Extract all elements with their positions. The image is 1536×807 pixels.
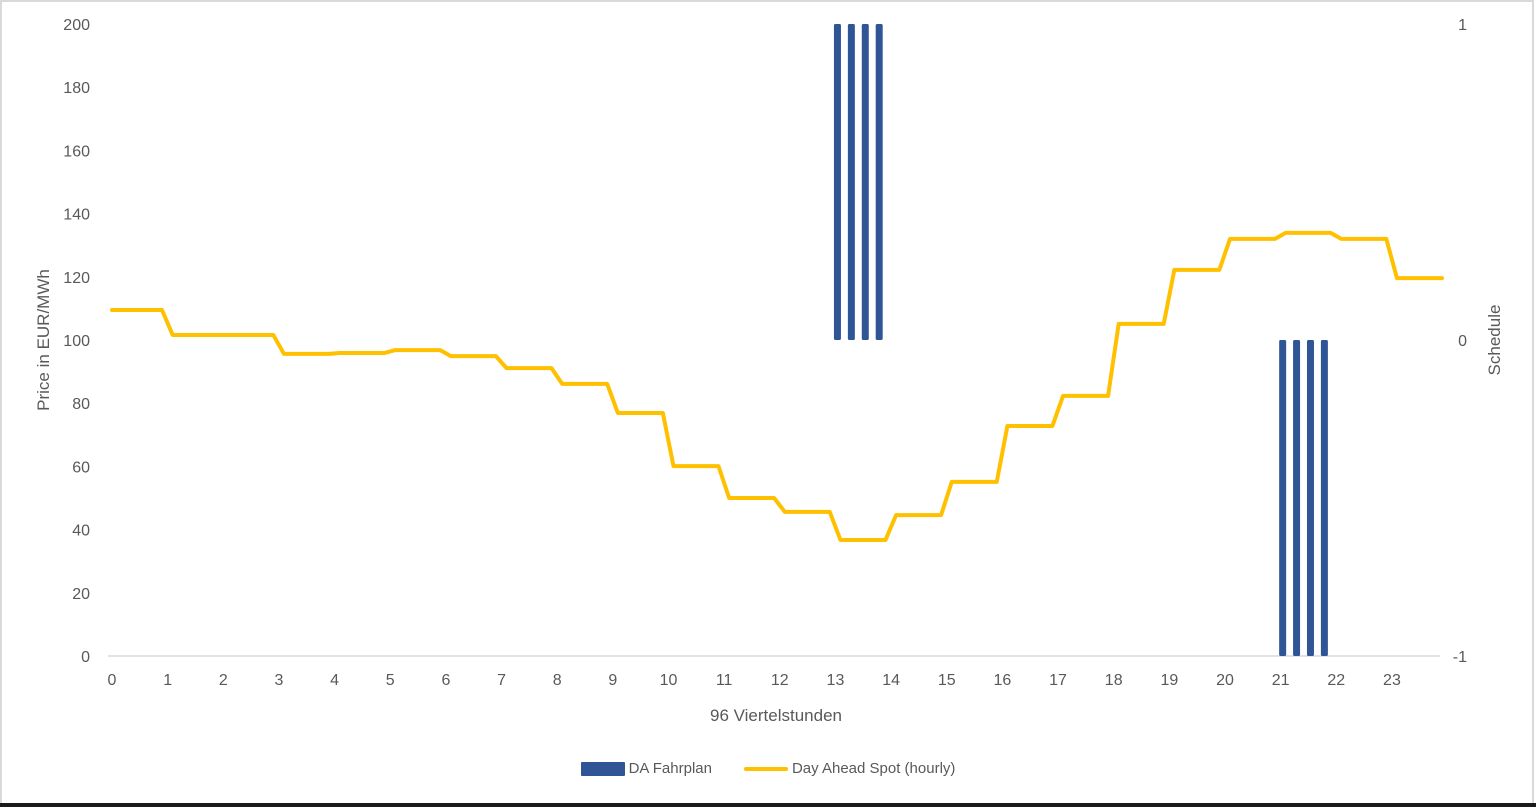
x-tick-label: 4 — [330, 672, 339, 689]
y-axis-title: Price in EUR/MWh — [34, 269, 53, 411]
x-tick-label: 23 — [1383, 672, 1401, 689]
bar-swatch-icon — [580, 761, 625, 776]
line-swatch-icon — [743, 766, 788, 771]
x-tick-label: 9 — [608, 672, 617, 689]
y-tick-label: 140 — [63, 207, 90, 224]
schedule-bar — [875, 24, 883, 340]
y-tick-label: 40 — [72, 523, 90, 540]
x-axis-ticks: 0 1 2 3 4 5 6 7 8 9 10 11 12 13 14 15 16 17 18 19 20 21 22 23 — [108, 672, 1401, 689]
y-axis-ticks: 0 20 40 60 80 100 120 140 160 180 200 — [63, 17, 90, 666]
x-tick-label: 13 — [827, 672, 845, 689]
x-tick-label: 1 — [163, 672, 172, 689]
y-tick-label: 120 — [63, 270, 90, 287]
x-tick-label: 12 — [771, 672, 789, 689]
da-fahrplan-bars — [833, 24, 1328, 656]
x-tick-label: 5 — [386, 672, 395, 689]
schedule-bar — [833, 24, 841, 340]
legend-item-da-fahrplan[interactable]: DA Fahrplan — [580, 760, 712, 777]
x-tick-label: 8 — [553, 672, 562, 689]
y2-tick-label: -1 — [1453, 649, 1467, 666]
y-tick-label: 80 — [72, 396, 90, 413]
x-tick-label: 7 — [497, 672, 506, 689]
schedule-bar — [861, 24, 869, 340]
x-tick-label: 2 — [219, 672, 228, 689]
x-tick-label: 11 — [716, 672, 733, 689]
x-tick-label: 0 — [108, 672, 117, 689]
legend-item-day-ahead-spot[interactable]: Day Ahead Spot (hourly) — [743, 760, 956, 777]
x-tick-label: 10 — [660, 672, 678, 689]
y2-axis-ticks: -1 0 1 — [1453, 17, 1467, 666]
x-tick-label: 18 — [1105, 672, 1123, 689]
schedule-bar — [1306, 340, 1314, 656]
day-ahead-spot-line — [110, 230, 1444, 543]
x-tick-label: 15 — [938, 672, 956, 689]
y-tick-label: 160 — [63, 143, 90, 160]
chart-legend: DA Fahrplan Day Ahead Spot (hourly) — [0, 760, 1536, 777]
legend-label-day-ahead-spot: Day Ahead Spot (hourly) — [791, 760, 956, 777]
x-tick-label: 6 — [441, 672, 450, 689]
x-tick-label: 22 — [1327, 672, 1345, 689]
y-tick-label: 20 — [72, 586, 90, 603]
x-tick-label: 19 — [1160, 672, 1178, 689]
y-tick-label: 100 — [63, 333, 90, 350]
schedule-bar — [847, 24, 855, 340]
x-tick-label: 3 — [274, 672, 283, 689]
x-tick-label: 17 — [1049, 672, 1067, 689]
y2-tick-label: 1 — [1458, 17, 1467, 34]
x-tick-label: 21 — [1272, 672, 1290, 689]
y-tick-label: 200 — [63, 17, 90, 34]
y-tick-label: 180 — [63, 80, 90, 97]
x-axis-title: 96 Viertelstunden — [710, 706, 842, 725]
schedule-bar — [1320, 340, 1328, 656]
y-tick-label: 0 — [81, 649, 90, 666]
window-bottom-edge — [0, 803, 1536, 807]
y2-axis-title: Schedule — [1485, 305, 1504, 376]
x-tick-label: 16 — [994, 672, 1012, 689]
schedule-bar — [1293, 340, 1301, 656]
x-tick-label: 14 — [882, 672, 900, 689]
legend-label-da-fahrplan: DA Fahrplan — [628, 760, 712, 777]
y-tick-label: 60 — [72, 459, 90, 476]
y2-tick-label: 0 — [1458, 333, 1467, 350]
x-tick-label: 20 — [1216, 672, 1234, 689]
schedule-bar — [1279, 340, 1287, 656]
